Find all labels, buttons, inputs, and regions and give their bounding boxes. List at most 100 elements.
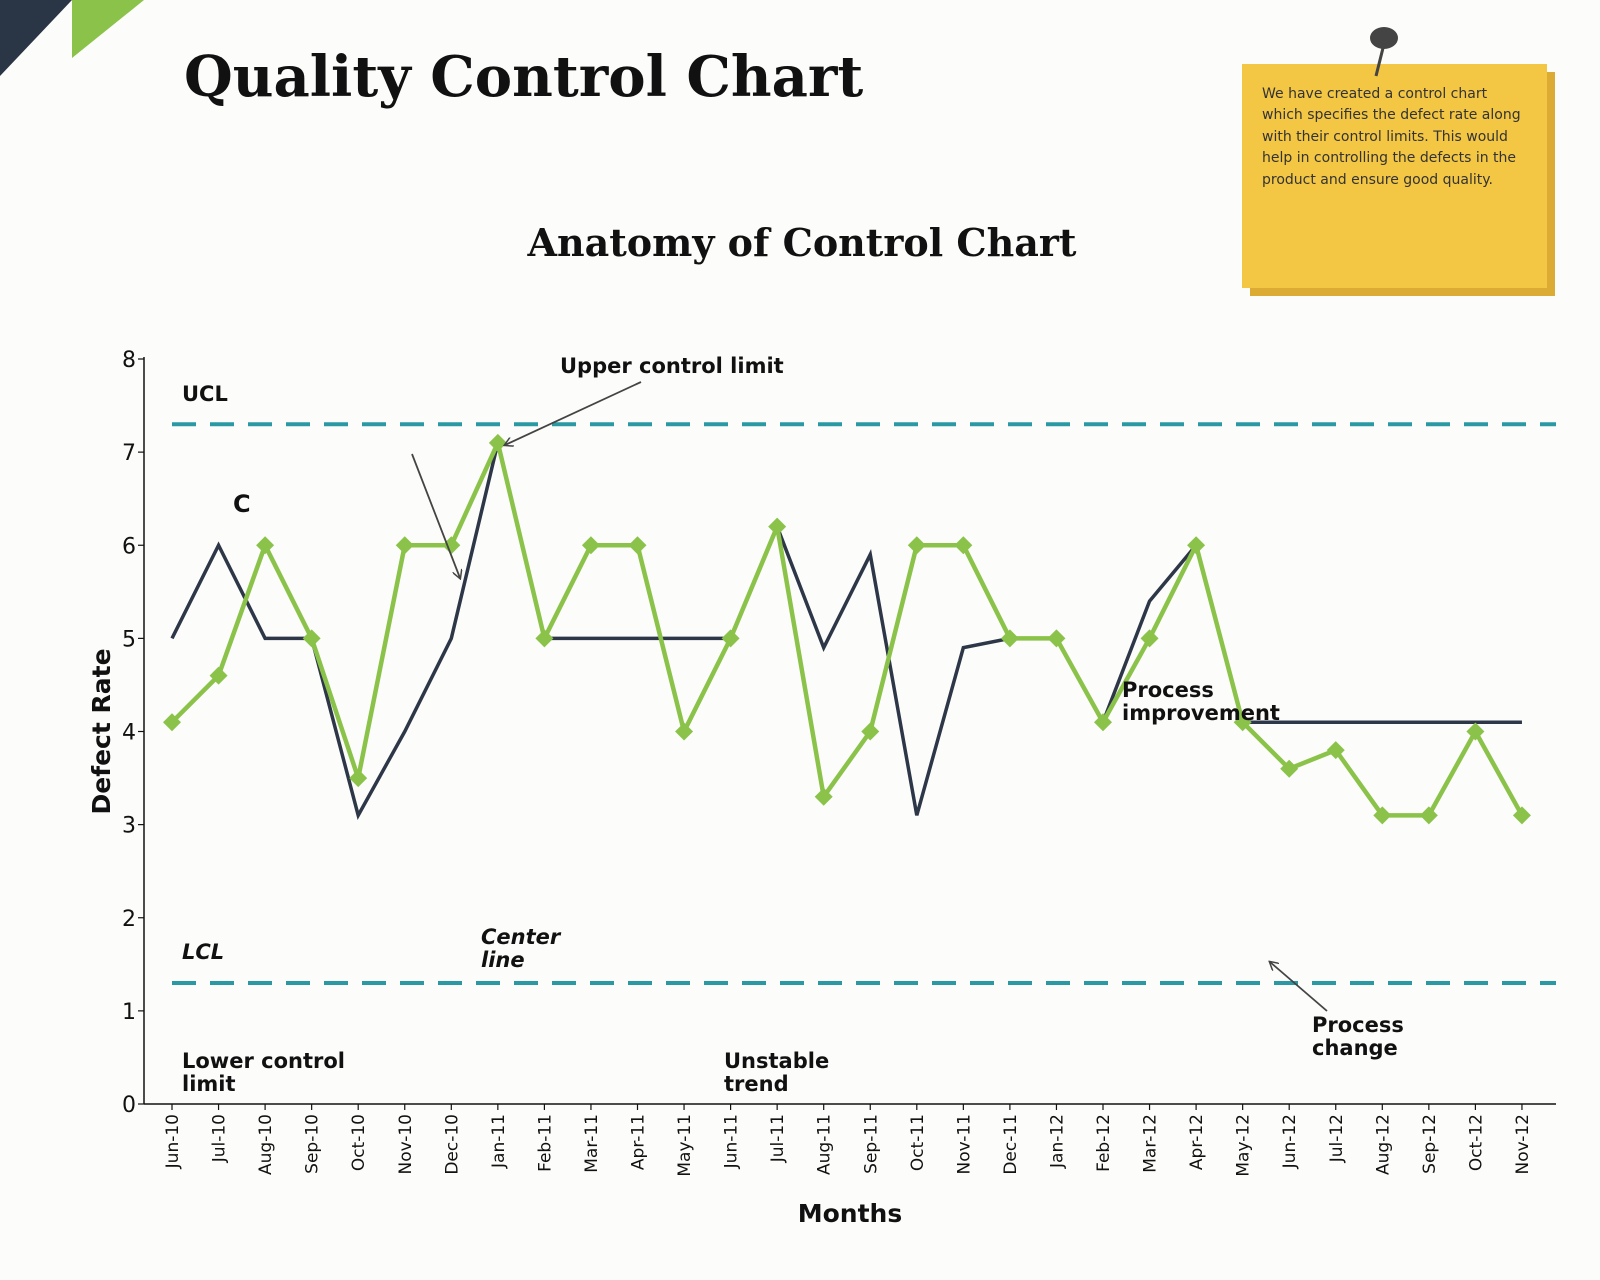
series-green-marker xyxy=(1187,536,1206,555)
series-green-marker xyxy=(163,713,181,732)
axes: 0 1 2 3 4 5 6 7 8 Jun-10 Jul-10 Aug-10 Sep-10 Oct-10 N… xyxy=(87,348,1556,1228)
process-change-label: change xyxy=(1312,1036,1398,1060)
x-tick-label: Mar-11 xyxy=(582,1114,602,1173)
y-tick-label: 3 xyxy=(122,814,136,839)
x-axis-title: Months xyxy=(798,1199,902,1228)
x-tick-label: Sep-10 xyxy=(303,1114,323,1174)
pin-icon xyxy=(1370,27,1398,77)
unstable-trend-label: Unstable xyxy=(724,1049,829,1073)
x-tick-label: Apr-11 xyxy=(629,1114,649,1170)
series-green-marker xyxy=(1000,629,1019,648)
x-tick-label: Nov-12 xyxy=(1513,1114,1533,1175)
x-tick-label: Jul-11 xyxy=(768,1114,788,1163)
series-green-marker xyxy=(349,769,368,788)
series-green-marker xyxy=(861,722,880,741)
series-green-marker xyxy=(1373,806,1392,825)
x-tick-label: Mar-12 xyxy=(1141,1114,1161,1173)
center-line-label: Center xyxy=(481,925,562,949)
corner-green-triangle xyxy=(72,0,144,58)
series-green-marker xyxy=(395,536,414,555)
ucl-label: UCL xyxy=(182,382,228,406)
series-green-marker xyxy=(1280,759,1299,778)
series-green-marker xyxy=(907,536,926,555)
series-dark-line xyxy=(170,442,1522,820)
x-tick-label: Dec-10 xyxy=(442,1114,462,1175)
series-green-marker xyxy=(628,536,647,555)
upper-control-limit-arrow xyxy=(505,381,642,445)
series-green-marker xyxy=(442,536,461,555)
x-tick-label: Oct-11 xyxy=(908,1114,928,1171)
x-tick-label: Nov-11 xyxy=(954,1114,974,1175)
control-limits xyxy=(172,422,1556,985)
series-green-marker xyxy=(1326,741,1345,760)
center-line-arrow xyxy=(411,453,460,578)
upper-control-limit-label: Upper control limit xyxy=(560,354,784,378)
series-green-marker xyxy=(488,433,507,452)
x-tick-label: Feb-11 xyxy=(535,1114,555,1172)
x-tick-label: Sep-12 xyxy=(1420,1114,1440,1174)
process-change-label: Process xyxy=(1312,1013,1404,1037)
x-tick-label: Feb-12 xyxy=(1094,1114,1114,1172)
series-lines xyxy=(163,433,1531,825)
series-green-marker xyxy=(535,629,554,648)
x-tick-label: Oct-10 xyxy=(349,1114,369,1171)
series-green-marker xyxy=(302,629,321,648)
series-green-marker xyxy=(1419,806,1438,825)
corner-dark-triangle xyxy=(0,0,72,76)
process-change-arrow xyxy=(1270,962,1328,1012)
c-label: C xyxy=(233,490,251,518)
x-tick-label: May-12 xyxy=(1234,1114,1254,1177)
x-tick-label: Aug-10 xyxy=(256,1114,276,1175)
page-title: Quality Control Chart xyxy=(184,44,864,110)
y-tick-label: 5 xyxy=(122,627,136,652)
lcl-label: LCL xyxy=(182,940,224,964)
corner-decoration xyxy=(0,0,144,76)
x-tick-label: Jul-12 xyxy=(1327,1114,1347,1163)
x-tick-label: Jan-11 xyxy=(489,1114,509,1169)
y-tick-label: 6 xyxy=(122,534,136,559)
series-green-marker xyxy=(256,536,275,555)
x-tick-label: Nov-10 xyxy=(396,1114,416,1175)
x-tick-label: Jul-10 xyxy=(210,1114,230,1163)
x-tick-label: Aug-11 xyxy=(815,1114,835,1175)
chart-title-text: Anatomy of Control Chart xyxy=(527,220,1077,265)
y-axis-title: Defect Rate xyxy=(87,648,116,814)
x-tick-label: Aug-12 xyxy=(1373,1114,1393,1175)
lower-control-limit-label: limit xyxy=(182,1072,236,1096)
series-green-marker xyxy=(814,787,833,806)
x-tick-label: Jun-12 xyxy=(1280,1114,1300,1169)
series-green-marker xyxy=(581,536,600,555)
chart-title: Anatomy of Control Chart xyxy=(0,220,1600,265)
lower-control-limit-label: Lower control xyxy=(182,1049,345,1073)
process-improvement-label: Process xyxy=(1122,678,1214,702)
sticky-note: We have created a control chart which sp… xyxy=(1242,64,1547,288)
y-tick-label: 8 xyxy=(122,348,136,373)
x-tick-label: Sep-11 xyxy=(861,1114,881,1174)
series-green-marker xyxy=(721,629,740,648)
x-tick-label: Jun-10 xyxy=(163,1114,183,1169)
series-green-marker xyxy=(1140,629,1159,648)
x-tick-label: Jan-12 xyxy=(1047,1114,1067,1169)
process-improvement-label: improvement xyxy=(1122,701,1280,725)
y-tick-label: 1 xyxy=(122,1000,136,1025)
series-green-marker xyxy=(1047,629,1066,648)
y-tick-label: 7 xyxy=(122,441,136,466)
series-green-marker xyxy=(1512,806,1531,825)
x-tick-label: Oct-12 xyxy=(1466,1114,1486,1171)
y-tick-label: 4 xyxy=(122,721,136,746)
x-tick-label: Dec-11 xyxy=(1001,1114,1021,1175)
series-green-marker xyxy=(209,666,228,685)
y-tick-label: 0 xyxy=(122,1093,136,1118)
series-green-marker xyxy=(954,536,973,555)
x-tick-label: May-11 xyxy=(675,1114,695,1177)
series-green-marker xyxy=(675,722,694,741)
center-line-label: line xyxy=(481,948,525,972)
series-green-marker xyxy=(768,517,787,536)
series-green-marker xyxy=(1233,713,1252,732)
x-tick-label: Jun-11 xyxy=(722,1114,742,1169)
series-green-marker xyxy=(1466,722,1485,741)
x-tick-label: Apr-12 xyxy=(1187,1114,1207,1170)
y-tick-label: 2 xyxy=(122,907,136,932)
